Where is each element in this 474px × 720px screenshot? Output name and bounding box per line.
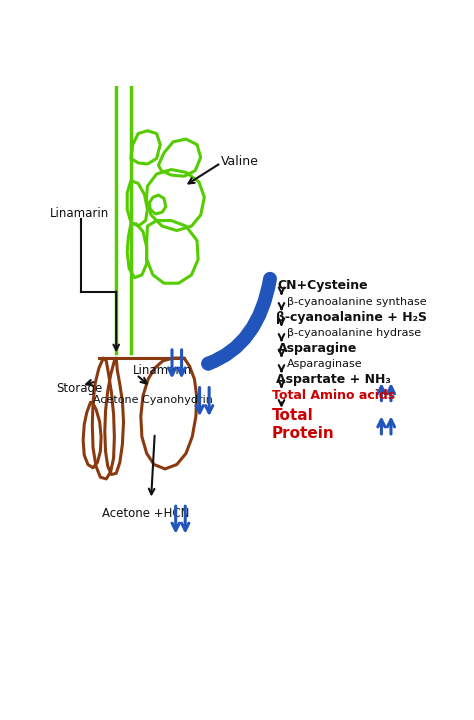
Text: Linamarin: Linamarin bbox=[133, 364, 192, 377]
Text: β-cyanoalanine + H₂S: β-cyanoalanine + H₂S bbox=[276, 310, 427, 323]
Text: Storage: Storage bbox=[56, 382, 102, 395]
Text: Total
Protein: Total Protein bbox=[272, 408, 334, 441]
Text: β-cyanoalanine hydrase: β-cyanoalanine hydrase bbox=[287, 328, 421, 338]
Text: Acetone Cyanohydrin: Acetone Cyanohydrin bbox=[93, 395, 213, 405]
Text: Asparaginase: Asparaginase bbox=[287, 359, 363, 369]
Text: Asparagine: Asparagine bbox=[278, 341, 357, 354]
FancyArrowPatch shape bbox=[208, 279, 270, 364]
Text: Acetone +HCN: Acetone +HCN bbox=[102, 507, 189, 520]
Text: CN+Cysteine: CN+Cysteine bbox=[278, 279, 368, 292]
Text: Aspartate + NH₃: Aspartate + NH₃ bbox=[276, 373, 391, 386]
Text: Valine: Valine bbox=[221, 155, 259, 168]
Text: Linamarin: Linamarin bbox=[50, 207, 109, 220]
Text: Total Amino acids: Total Amino acids bbox=[272, 389, 395, 402]
Text: β-cyanoalanine synthase: β-cyanoalanine synthase bbox=[287, 297, 427, 307]
